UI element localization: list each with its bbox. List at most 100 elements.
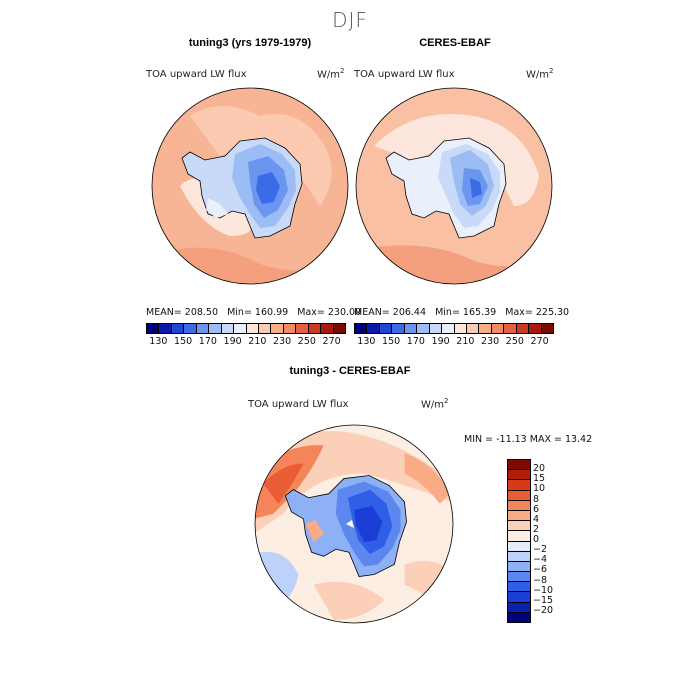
- left-variable-label: TOA upward LW flux: [146, 69, 247, 80]
- right-colorbar-labels: 130 150 170 190 210 230 250 270: [354, 336, 552, 348]
- colorbar-swatch: [508, 572, 530, 583]
- colorbar-swatch: [196, 324, 210, 333]
- colorbar-swatch: [508, 602, 530, 613]
- colorbar-swatch: [466, 324, 480, 333]
- colorbar-tick-label: 270: [530, 336, 549, 347]
- colorbar-swatch: [367, 324, 380, 333]
- colorbar-swatch: [508, 551, 530, 562]
- colorbar-tick-label: 4: [533, 513, 540, 525]
- colorbar-tick-label: 170: [406, 336, 425, 347]
- colorbar-tick-label: 250: [297, 336, 316, 347]
- colorbar-swatch: [454, 324, 467, 333]
- right-map: [355, 87, 553, 285]
- colorbar-swatch: [321, 324, 334, 333]
- colorbar-swatch: [508, 510, 530, 522]
- colorbar-tick-label: −20: [533, 604, 554, 616]
- colorbar-tick-label: 8: [533, 493, 540, 505]
- colorbar-swatch: [333, 324, 345, 333]
- colorbar-tick-label: −8: [533, 574, 548, 586]
- diff-variable-label: TOA upward LW flux: [248, 399, 349, 410]
- colorbar-tick-label: 130: [149, 336, 168, 347]
- colorbar-tick-label: 190: [431, 336, 450, 347]
- right-panel-title: CERES-EBAF: [419, 37, 491, 49]
- right-units-label: W/m2: [526, 67, 554, 81]
- colorbar-swatch: [504, 324, 517, 333]
- colorbar-tick-label: −15: [533, 594, 554, 606]
- colorbar-tick-label: 150: [174, 336, 193, 347]
- colorbar-swatch: [271, 324, 284, 333]
- colorbar-tick-label: 0: [533, 534, 540, 545]
- colorbar-swatch: [508, 490, 530, 501]
- colorbar-swatch: [417, 324, 430, 333]
- colorbar-swatch: [429, 324, 443, 333]
- colorbar-swatch: [355, 324, 368, 333]
- diff-minmax: MIN = -11.13 MAX = 13.42: [464, 434, 593, 445]
- colorbar-swatch: [221, 324, 235, 333]
- colorbar-swatch: [404, 324, 418, 333]
- colorbar-swatch: [258, 324, 272, 333]
- colorbar-swatch: [508, 480, 530, 491]
- colorbar-swatch: [541, 324, 553, 333]
- colorbar-swatch: [508, 521, 530, 532]
- colorbar-swatch: [159, 324, 172, 333]
- colorbar-swatch: [516, 324, 530, 333]
- diff-colorbar: [507, 459, 531, 623]
- colorbar-tick-label: 230: [481, 336, 500, 347]
- colorbar-swatch: [508, 541, 530, 552]
- colorbar-swatch: [246, 324, 259, 333]
- colorbar-tick-label: 170: [198, 336, 217, 347]
- right-variable-label: TOA upward LW flux: [354, 69, 455, 80]
- right-stats: MEAN= 206.44 Min= 165.39 Max= 225.30: [354, 307, 570, 318]
- colorbar-tick-label: 150: [382, 336, 401, 347]
- left-map: [151, 87, 349, 285]
- diff-units-label: W/m2: [421, 397, 449, 411]
- colorbar-swatch: [508, 460, 530, 471]
- colorbar-swatch: [234, 324, 247, 333]
- colorbar-swatch: [209, 324, 222, 333]
- colorbar-swatch: [508, 561, 530, 573]
- colorbar-tick-label: −6: [533, 564, 548, 576]
- colorbar-tick-label: −4: [533, 554, 548, 566]
- colorbar-tick-label: 20: [533, 463, 546, 475]
- colorbar-swatch: [479, 324, 492, 333]
- colorbar-tick-label: 2: [533, 523, 540, 535]
- colorbar-tick-label: −2: [533, 544, 548, 556]
- colorbar-tick-label: 190: [223, 336, 242, 347]
- left-stats: MEAN= 208.50 Min= 160.99 Max= 230.00: [146, 307, 362, 318]
- left-colorbar: [146, 323, 346, 334]
- left-colorbar-labels: 130 150 170 190 210 230 250 270: [146, 336, 344, 348]
- colorbar-tick-label: 270: [322, 336, 341, 347]
- colorbar-swatch: [529, 324, 542, 333]
- colorbar-tick-label: 6: [533, 503, 540, 515]
- colorbar-swatch: [508, 582, 530, 593]
- colorbar-swatch: [184, 324, 197, 333]
- colorbar-tick-label: 230: [273, 336, 292, 347]
- colorbar-tick-label: −10: [533, 584, 554, 596]
- colorbar-tick-label: 130: [357, 336, 376, 347]
- colorbar-swatch: [379, 324, 393, 333]
- colorbar-tick-label: 210: [456, 336, 475, 347]
- diff-colorbar-labels: 20 15 10 8 6 4 2 0 −2 −4 −6 −8 −10 −15 −20: [533, 459, 573, 621]
- colorbar-swatch: [508, 592, 530, 603]
- colorbar-swatch: [508, 612, 530, 622]
- colorbar-tick-label: 250: [505, 336, 524, 347]
- colorbar-swatch: [147, 324, 160, 333]
- colorbar-swatch: [171, 324, 185, 333]
- colorbar-swatch: [283, 324, 297, 333]
- colorbar-swatch: [296, 324, 309, 333]
- colorbar-swatch: [442, 324, 455, 333]
- left-units-label: W/m2: [317, 67, 345, 81]
- left-panel-title: tuning3 (yrs 1979-1979): [188, 37, 312, 49]
- colorbar-swatch: [491, 324, 505, 333]
- diff-panel-title: tuning3 - CERES-EBAF: [289, 365, 411, 377]
- season-title: DJF: [332, 8, 368, 32]
- colorbar-swatch: [392, 324, 405, 333]
- colorbar-swatch: [508, 531, 530, 542]
- right-colorbar: [354, 323, 554, 334]
- diff-map: [254, 424, 454, 624]
- colorbar-tick-label: 210: [248, 336, 267, 347]
- colorbar-swatch: [308, 324, 322, 333]
- colorbar-tick-label: 15: [533, 473, 546, 485]
- colorbar-swatch: [508, 470, 530, 481]
- colorbar-swatch: [508, 500, 530, 511]
